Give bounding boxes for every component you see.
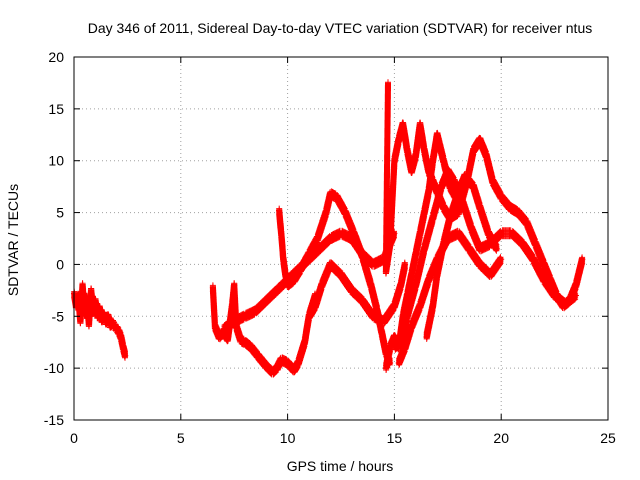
x-tick-label: 25 (600, 430, 616, 446)
chart-title: Day 346 of 2011, Sidereal Day-to-day VTE… (88, 20, 592, 36)
y-tick-label: 0 (56, 256, 64, 272)
x-tick-label: 20 (493, 430, 509, 446)
data-point-band (71, 79, 586, 378)
y-tick-label: 10 (48, 153, 64, 169)
y-tick-label: -15 (44, 412, 64, 428)
y-tick-label: 20 (48, 49, 64, 65)
x-ticks: 0 5 10 15 20 25 (70, 57, 616, 446)
y-tick-label: -10 (44, 360, 64, 376)
grid (74, 57, 608, 420)
plot-frame (73, 56, 609, 421)
x-tick-label: 0 (70, 430, 78, 446)
x-tick-label: 5 (177, 430, 185, 446)
x-tick-label: 15 (387, 430, 403, 446)
data-points (71, 79, 586, 378)
y-axis-label: SDTVAR / TECUs (5, 184, 21, 296)
x-tick-label: 10 (280, 430, 296, 446)
x-axis-label: GPS time / hours (287, 458, 394, 474)
y-tick-label: 15 (48, 101, 64, 117)
y-tick-label: -5 (52, 308, 65, 324)
y-tick-label: 5 (56, 205, 64, 221)
